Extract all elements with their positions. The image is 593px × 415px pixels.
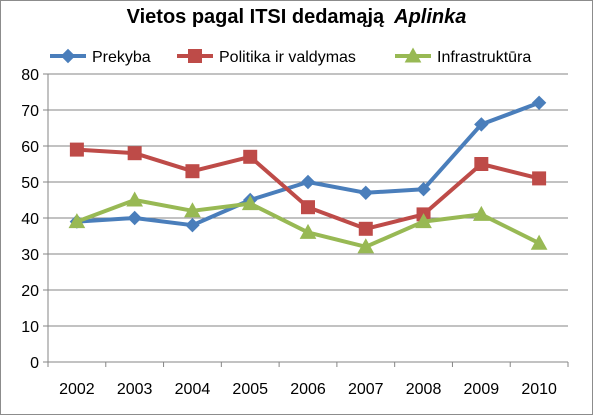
data-point [243, 149, 258, 164]
data-point [358, 185, 373, 201]
data-point [184, 202, 201, 218]
chart-title-emphasis: Aplinka [394, 6, 467, 28]
y-tick-label: 20 [21, 283, 39, 300]
data-point [474, 157, 489, 171]
data-point [241, 195, 259, 211]
data-point [69, 142, 84, 157]
y-tick-label: 50 [21, 175, 39, 192]
data-point [531, 95, 547, 111]
y-tick-labels: 0 10 20 30 40 50 60 70 80 [21, 67, 39, 372]
y-tick-label: 70 [21, 103, 39, 120]
chart-title: Vietos pagal ITSI dedamąją Aplinka [0, 6, 593, 29]
y-tick-label: 80 [21, 67, 39, 84]
legend-entry: Prekyba [50, 48, 151, 66]
legend: Prekyba Politika ir valdymas Infrastruktūr… [50, 47, 531, 66]
x-tick-label: 2010 [521, 381, 557, 398]
data-point [530, 234, 548, 250]
y-tick-label: 30 [21, 247, 39, 264]
series-lines [68, 95, 548, 254]
x-tick-label: 2006 [290, 381, 326, 398]
x-tick-label: 2005 [232, 381, 268, 398]
data-point [416, 181, 431, 197]
y-tick-label: 0 [30, 355, 39, 372]
axes [43, 73, 569, 367]
data-point [358, 221, 373, 236]
x-tick-label: 2009 [464, 381, 500, 398]
x-tick-label: 2002 [59, 381, 95, 398]
series-3 [68, 191, 548, 254]
legend-label: Infrastruktūra [437, 49, 531, 66]
y-tick-label: 10 [21, 319, 39, 336]
legend-label: Prekyba [92, 49, 151, 66]
data-point [127, 146, 142, 161]
data-point [532, 171, 547, 186]
x-tick-label: 2004 [175, 381, 211, 398]
gridlines [48, 73, 568, 327]
legend-marker [404, 47, 422, 63]
x-tick-label: 2008 [406, 381, 442, 398]
legend-entry: Infrastruktūra [395, 47, 531, 66]
data-point [357, 238, 375, 254]
data-point [474, 117, 489, 132]
data-point [126, 191, 144, 207]
data-point [185, 164, 200, 179]
legend-entry: Politika ir valdymas [177, 49, 356, 66]
data-point [415, 213, 432, 229]
data-point [185, 217, 200, 233]
data-point [127, 210, 142, 226]
data-point [68, 213, 86, 229]
data-point [472, 205, 490, 221]
data-point [301, 200, 315, 215]
legend-marker [188, 49, 202, 63]
data-point [299, 223, 317, 239]
x-tick-label: 2007 [348, 381, 384, 398]
y-tick-label: 60 [21, 139, 39, 156]
x-tick-label: 2003 [117, 381, 153, 398]
data-point [300, 174, 316, 190]
legend-marker [60, 48, 76, 64]
chart-title-main: Vietos pagal ITSI dedamąją [126, 6, 385, 28]
legend-label: Politika ir valdymas [219, 49, 356, 66]
x-tick-labels: 2002 2003 2004 2005 2006 2007 2008 2009 2010 [59, 381, 557, 398]
y-tick-label: 40 [21, 211, 39, 228]
